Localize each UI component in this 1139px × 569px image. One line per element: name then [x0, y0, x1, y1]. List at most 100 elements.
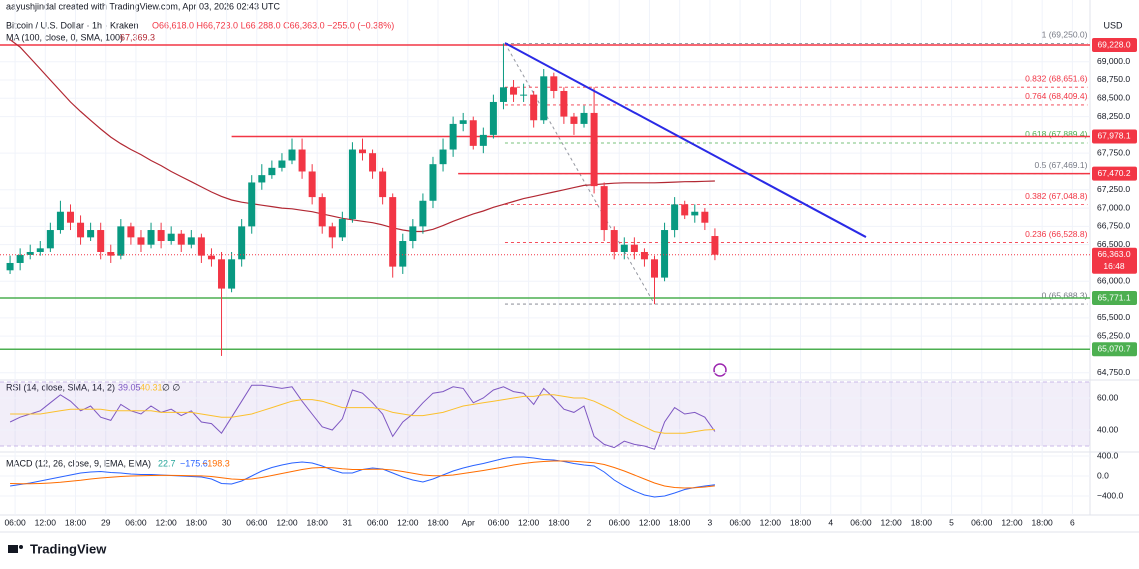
candle-body — [469, 120, 477, 146]
candle-body — [268, 167, 276, 176]
price-badge — [1092, 247, 1137, 274]
candle-body — [550, 76, 558, 91]
x-tick-label: 18:00 — [427, 517, 449, 527]
y-tick-label: 68,750.0 — [1097, 74, 1130, 84]
candle-body — [419, 200, 427, 227]
x-tick-label: 18:00 — [790, 517, 812, 527]
x-tick-label: 18:00 — [669, 517, 691, 527]
candle-body — [520, 94, 528, 96]
x-tick-label: 12:00 — [760, 517, 782, 527]
level-badge — [1092, 166, 1137, 181]
candle-body — [651, 259, 659, 278]
y-tick-label: 68,500.0 — [1097, 93, 1130, 103]
x-tick-label: 2 — [587, 517, 592, 527]
candle-body — [600, 186, 608, 231]
candle-body — [459, 120, 467, 124]
level-badge — [1092, 291, 1137, 306]
indicator-value: 40.31 — [140, 382, 163, 392]
candle-body — [228, 259, 236, 289]
candle-body — [328, 226, 336, 238]
candle-body — [640, 251, 648, 260]
candle-body — [56, 211, 64, 231]
y-tick-label: 69,000.0 — [1097, 56, 1130, 66]
macd-title: MACD (12, 26, close, 9, EMA, EMA) — [6, 458, 151, 468]
candle-body — [318, 197, 326, 227]
x-tick-label: 29 — [101, 517, 111, 527]
fib-label: 0 (65,688.3) — [1042, 290, 1088, 300]
candle-body — [127, 226, 135, 238]
x-tick-label: 6 — [1070, 517, 1075, 527]
candle-body — [489, 101, 497, 135]
ma-value: 67,369.3 — [120, 32, 155, 42]
candle-body — [560, 90, 568, 117]
y-tick-label: 68,250.0 — [1097, 111, 1130, 121]
ma-label: MA (100, close, 0, SMA, 100) — [6, 32, 123, 42]
candle-body — [46, 230, 54, 249]
currency: USD — [1103, 20, 1123, 30]
candle-body — [218, 259, 226, 289]
x-tick-label: 12:00 — [1001, 517, 1023, 527]
candle-body — [379, 171, 387, 198]
indicator-line — [10, 394, 715, 434]
candle-body — [348, 149, 356, 220]
x-tick-label: 18:00 — [186, 517, 208, 527]
y-tick-label: 67,250.0 — [1097, 184, 1130, 194]
candle-body — [570, 116, 578, 124]
candle-body — [6, 262, 14, 271]
indicator-value: 39.05 — [118, 382, 141, 392]
y-tick-label: 66,750.0 — [1097, 221, 1130, 231]
candle-body — [258, 175, 266, 183]
candle-body — [499, 87, 507, 102]
candle-body — [338, 219, 346, 238]
candle-body — [358, 149, 366, 154]
x-tick-label: 18:00 — [65, 517, 87, 527]
x-tick-label: 12:00 — [397, 517, 419, 527]
candle-body — [671, 204, 679, 231]
candle-body — [147, 230, 155, 245]
level-badge — [1092, 342, 1137, 357]
y-tick-label: 40.00 — [1097, 424, 1119, 434]
candle-body — [288, 149, 296, 161]
y-tick-label: 400.0 — [1097, 450, 1119, 460]
candle-body — [177, 233, 185, 245]
candle-body — [439, 149, 447, 165]
candle-body — [389, 197, 397, 267]
candle-body — [117, 226, 125, 256]
x-tick-label: 31 — [343, 517, 353, 527]
indicator-line — [10, 460, 715, 489]
y-tick-label: 0.0 — [1097, 470, 1109, 480]
x-tick-label: 06:00 — [609, 517, 631, 527]
fib-label: 0.618 (67,889.4) — [1025, 129, 1088, 139]
y-tick-label: 67,000.0 — [1097, 202, 1130, 212]
x-tick-label: 06:00 — [488, 517, 510, 527]
x-tick-label: 30 — [222, 517, 232, 527]
candle-body — [590, 112, 598, 187]
x-tick-label: 06:00 — [367, 517, 389, 527]
candle-body — [197, 237, 205, 256]
x-tick-label: 5 — [949, 517, 954, 527]
brand-logo: TradingView — [8, 541, 107, 556]
candle-body — [580, 112, 588, 124]
x-tick-label: 3 — [708, 517, 713, 527]
fib-label: 0.236 (66,528.8) — [1025, 229, 1088, 239]
candle-body — [530, 94, 538, 121]
level-label: 67,470.2 — [1097, 168, 1130, 178]
x-tick-label: 06:00 — [850, 517, 872, 527]
x-tick-label: 12:00 — [276, 517, 298, 527]
indicator-value: ∅ ∅ — [162, 382, 180, 392]
candle-body — [248, 182, 256, 227]
event-icon[interactable] — [713, 363, 727, 377]
y-tick-label: −400.0 — [1097, 490, 1124, 500]
y-tick-label: 65,500.0 — [1097, 312, 1130, 322]
candle-body — [399, 241, 407, 267]
countdown: 16:48 — [1103, 261, 1125, 271]
indicator-value: −175.6 — [180, 458, 208, 468]
y-tick-label: 60.00 — [1097, 392, 1119, 402]
candle-body — [26, 251, 34, 255]
candle-body — [66, 211, 74, 223]
candle-body — [167, 233, 175, 242]
x-tick-label: 18:00 — [911, 517, 933, 527]
candle-body — [510, 87, 518, 95]
